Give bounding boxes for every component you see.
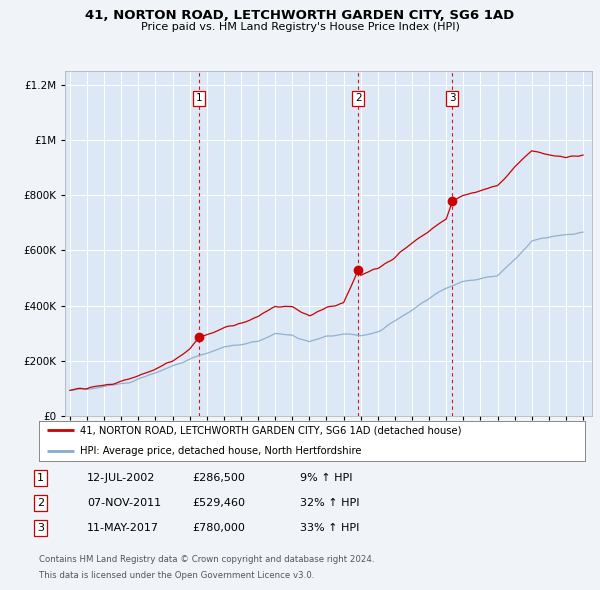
Text: £286,500: £286,500 [192, 473, 245, 483]
Text: This data is licensed under the Open Government Licence v3.0.: This data is licensed under the Open Gov… [39, 571, 314, 579]
Text: 41, NORTON ROAD, LETCHWORTH GARDEN CITY, SG6 1AD (detached house): 41, NORTON ROAD, LETCHWORTH GARDEN CITY,… [80, 425, 461, 435]
Text: 11-MAY-2017: 11-MAY-2017 [87, 523, 159, 533]
Text: 1: 1 [196, 93, 202, 103]
Text: 1: 1 [37, 473, 44, 483]
Text: HPI: Average price, detached house, North Hertfordshire: HPI: Average price, detached house, Nort… [80, 447, 361, 456]
Text: 2: 2 [355, 93, 361, 103]
Text: 12-JUL-2002: 12-JUL-2002 [87, 473, 155, 483]
Text: 2: 2 [37, 498, 44, 508]
Text: 3: 3 [449, 93, 455, 103]
Text: 9% ↑ HPI: 9% ↑ HPI [300, 473, 353, 483]
Text: 41, NORTON ROAD, LETCHWORTH GARDEN CITY, SG6 1AD: 41, NORTON ROAD, LETCHWORTH GARDEN CITY,… [85, 9, 515, 22]
Text: Price paid vs. HM Land Registry's House Price Index (HPI): Price paid vs. HM Land Registry's House … [140, 22, 460, 32]
Text: £780,000: £780,000 [192, 523, 245, 533]
Text: 32% ↑ HPI: 32% ↑ HPI [300, 498, 359, 508]
Text: 07-NOV-2011: 07-NOV-2011 [87, 498, 161, 508]
Text: 3: 3 [37, 523, 44, 533]
Text: £529,460: £529,460 [192, 498, 245, 508]
Text: Contains HM Land Registry data © Crown copyright and database right 2024.: Contains HM Land Registry data © Crown c… [39, 556, 374, 565]
Text: 33% ↑ HPI: 33% ↑ HPI [300, 523, 359, 533]
